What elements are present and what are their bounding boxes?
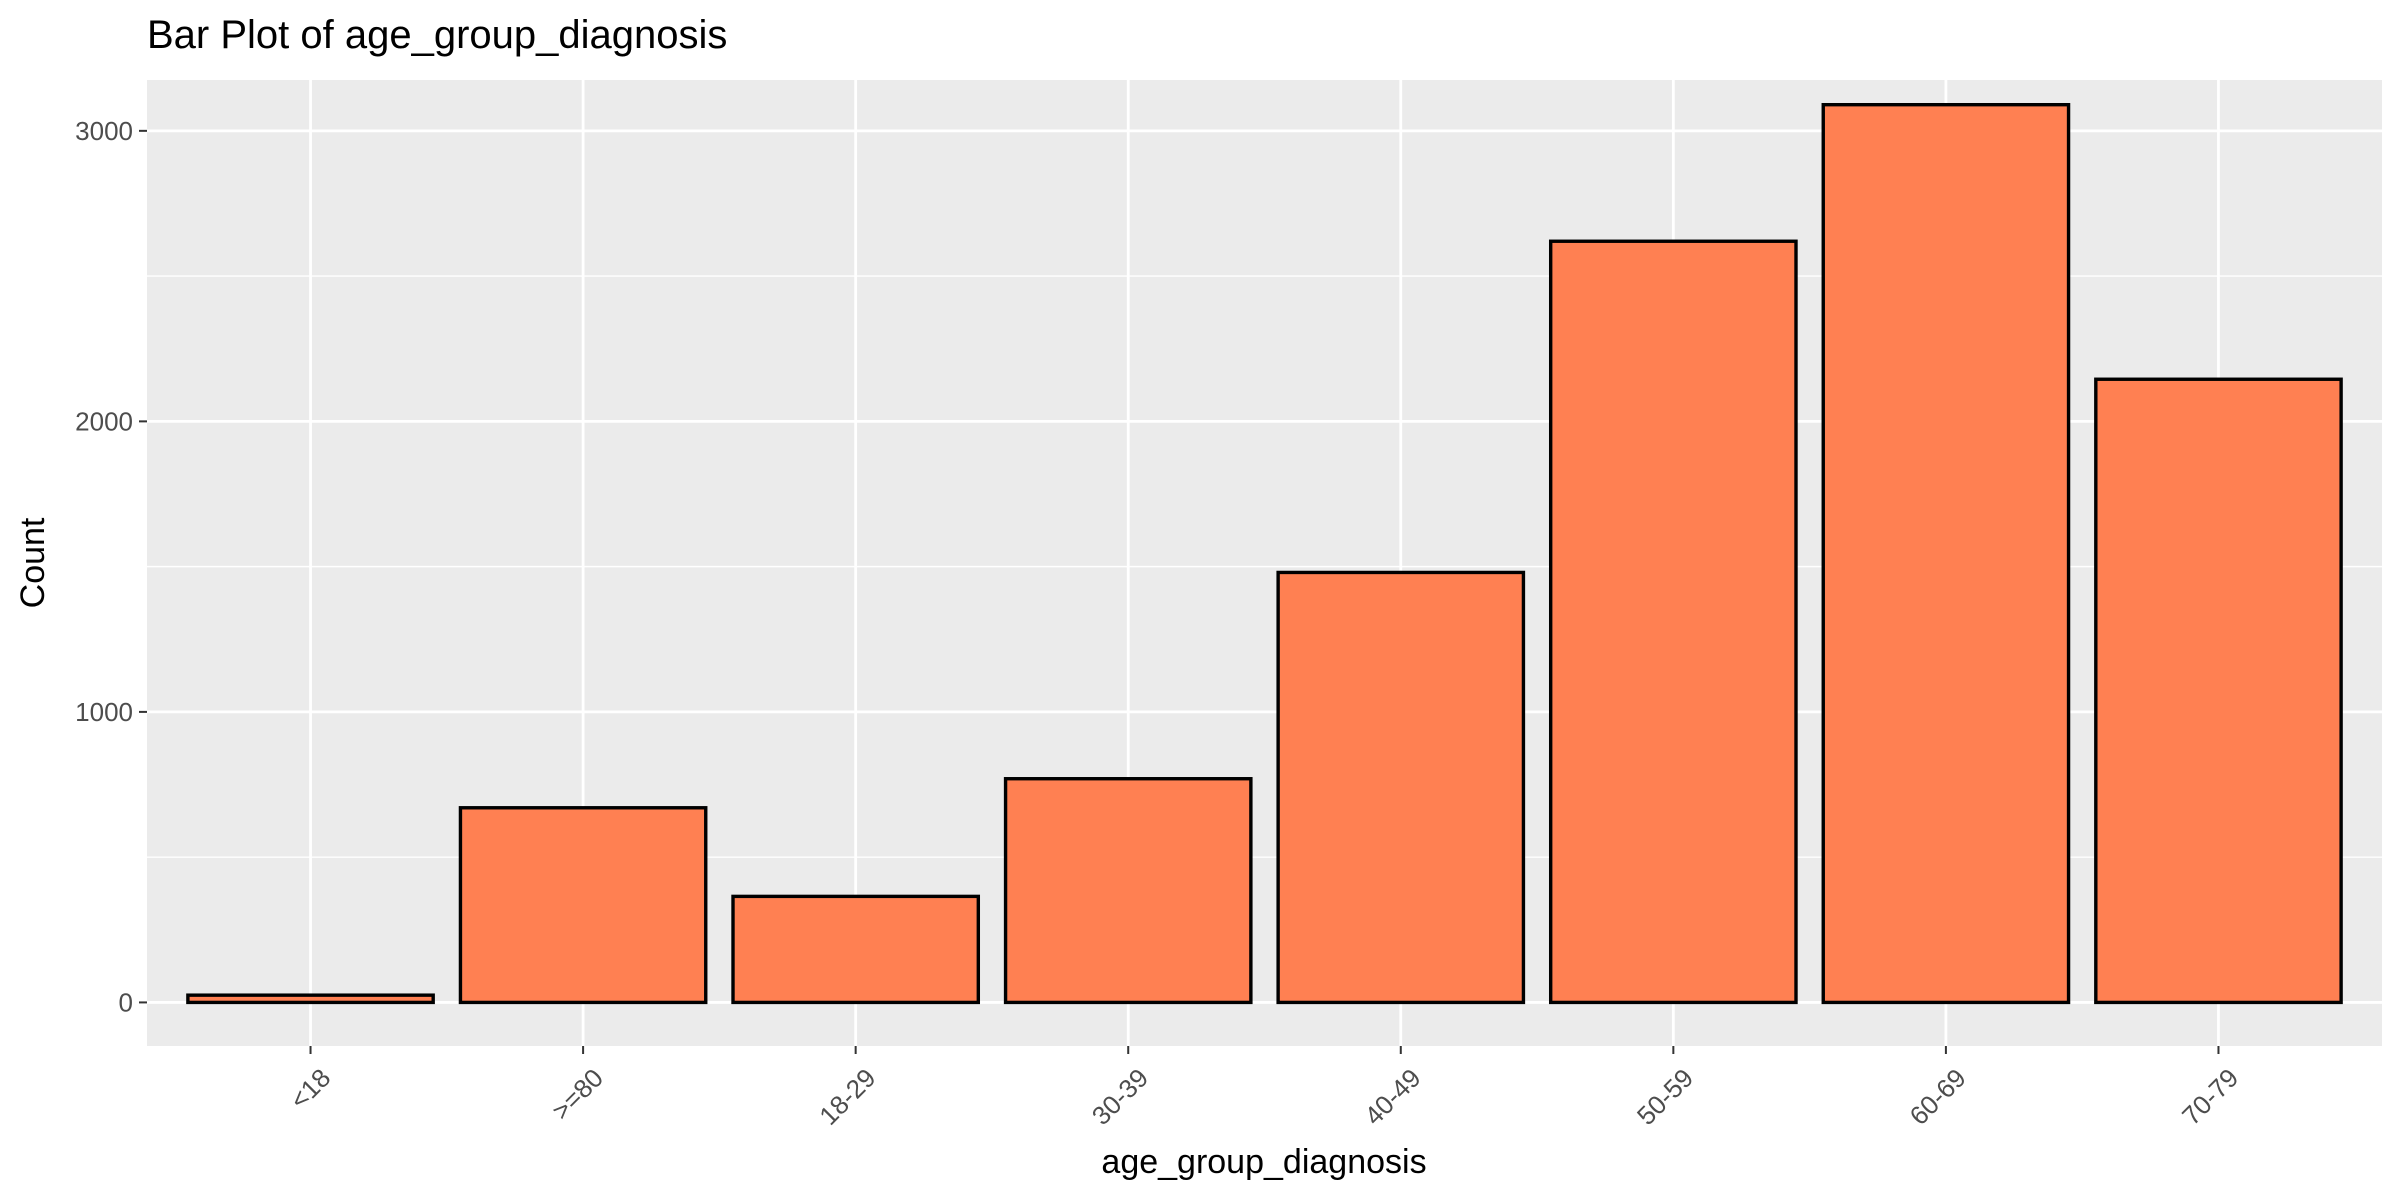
bar-<18 bbox=[186, 993, 435, 1005]
x-axis-title: age_group_diagnosis bbox=[1101, 1143, 1426, 1181]
x-tick-label: 30-39 bbox=[1086, 1063, 1154, 1131]
bar-18-29 bbox=[731, 894, 981, 1005]
y-axis-title: Count bbox=[14, 517, 52, 608]
x-tick-label: 40-49 bbox=[1358, 1063, 1426, 1131]
y-axis: 0 1000 2000 3000 bbox=[75, 116, 147, 1017]
y-tick-label: 0 bbox=[119, 987, 133, 1017]
chart-title: Bar Plot of age_group_diagnosis bbox=[147, 13, 727, 57]
bars bbox=[186, 102, 2343, 1005]
x-tick-label: >=80 bbox=[546, 1063, 609, 1126]
y-tick-label: 1000 bbox=[75, 697, 133, 727]
bar-70-79 bbox=[2094, 377, 2343, 1005]
y-tick-label: 3000 bbox=[75, 116, 133, 146]
x-tick-label: 70-79 bbox=[2176, 1063, 2244, 1131]
x-tick-label: 60-69 bbox=[1903, 1063, 1971, 1131]
bar-60-69 bbox=[1821, 102, 2071, 1005]
bar-30-39 bbox=[1003, 777, 1253, 1005]
x-tick-label: 50-59 bbox=[1631, 1063, 1699, 1131]
x-tick-label: <18 bbox=[284, 1063, 336, 1115]
x-tick-label: 18-29 bbox=[813, 1063, 881, 1131]
bar-50-59 bbox=[1548, 239, 1798, 1005]
y-tick-label: 2000 bbox=[75, 406, 133, 436]
bar-40-49 bbox=[1276, 570, 1526, 1005]
bar->=80 bbox=[458, 806, 708, 1005]
x-axis: <18 >=80 18-29 30-39 40-49 50-59 60-69 70-79 bbox=[284, 1046, 2244, 1131]
